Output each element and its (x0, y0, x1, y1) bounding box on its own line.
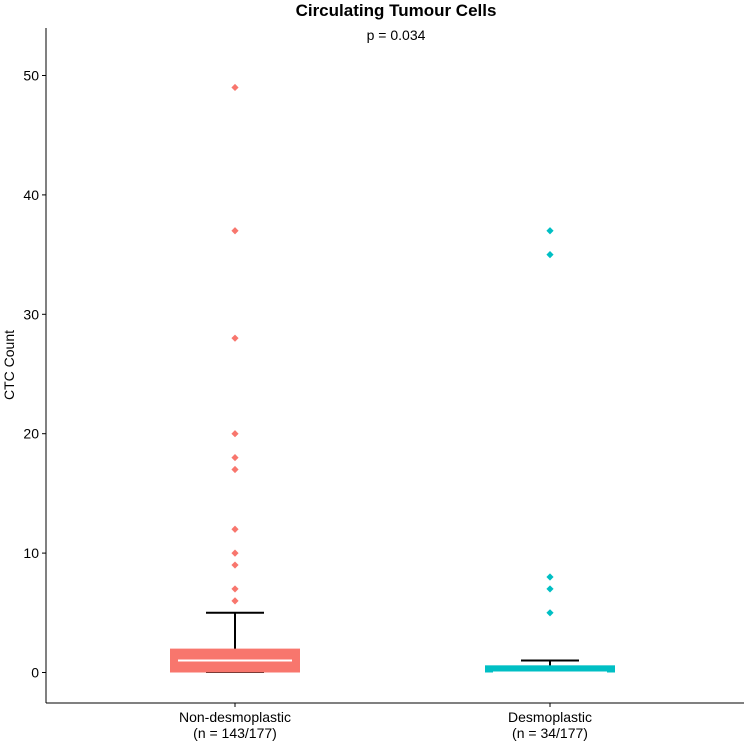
y-tick-label: 30 (23, 306, 39, 322)
x-category-count: (n = 34/177) (512, 725, 588, 741)
y-tick-label: 40 (23, 187, 39, 203)
outlier-point (231, 585, 239, 593)
outlier-point (231, 334, 239, 342)
outlier-point (231, 525, 239, 533)
x-category-label: Non-desmoplastic (179, 709, 291, 725)
y-tick-label: 10 (23, 545, 39, 561)
outlier-point (546, 227, 554, 235)
outlier-point (546, 609, 554, 617)
outlier-point (546, 251, 554, 259)
chart-subtitle: p = 0.034 (367, 27, 426, 43)
chart-title: Circulating Tumour Cells (296, 1, 497, 20)
outlier-point (231, 465, 239, 474)
y-tick-label: 50 (23, 68, 39, 84)
y-tick-label: 0 (31, 665, 39, 681)
x-category-count: (n = 143/177) (193, 725, 277, 741)
outlier-point (231, 453, 239, 462)
outlier-point (546, 573, 554, 581)
outlier-point (231, 597, 239, 605)
outlier-point (231, 549, 239, 557)
y-tick-label: 20 (23, 426, 39, 442)
box-desmoplastic (485, 665, 615, 673)
x-category-label: Desmoplastic (508, 709, 592, 725)
outlier-point (231, 227, 239, 235)
outlier-point (231, 83, 239, 92)
outlier-point (546, 585, 554, 593)
outlier-point (231, 561, 239, 569)
y-axis-label: CTC Count (1, 330, 17, 400)
outlier-point (231, 430, 239, 438)
